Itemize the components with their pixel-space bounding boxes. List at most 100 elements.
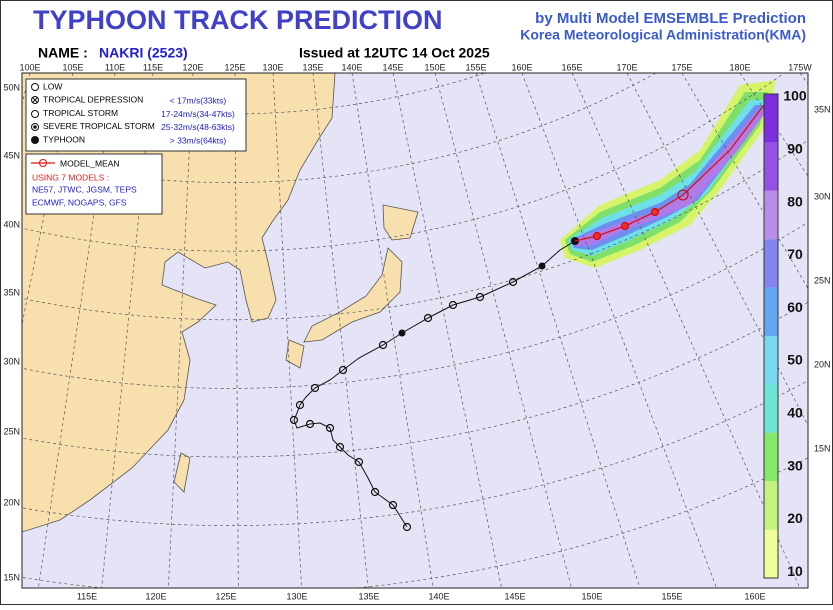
colorbar-segment [764, 529, 778, 578]
lon-label: 110E [105, 62, 125, 72]
lon-label: 120E [145, 591, 166, 601]
lon-label: 150E [581, 591, 602, 601]
colorbar-label: 30 [787, 457, 803, 473]
legend-box [25, 153, 163, 215]
legend-label: TYPHOON [43, 134, 85, 144]
lon-label: 180E [729, 62, 750, 72]
legend-symbol [39, 159, 47, 167]
member-track [293, 240, 576, 528]
legend-criterion: < 17m/s(33kts) [170, 96, 227, 106]
lon-label: 130E [286, 591, 307, 601]
track-symbols [289, 277, 518, 532]
lat-label: 15N [814, 443, 831, 453]
model-legend: MODEL_MEAN USING 7 MODELS : NE57, JTWC, … [25, 153, 163, 215]
lat-label: 40N [3, 219, 20, 229]
lon-label: 155E [661, 591, 682, 601]
lon-label: 135E [302, 62, 323, 72]
meridian [434, 73, 572, 588]
lat-label: 30N [3, 356, 20, 366]
lon-label: 175E [671, 62, 692, 72]
lat-label: 20N [814, 359, 831, 369]
parallel [22, 73, 657, 183]
prob-band [568, 100, 766, 256]
legend-label: LOW [43, 81, 62, 91]
meridian [626, 73, 808, 427]
legend-criterion: > 33m/s(64kts) [170, 135, 227, 145]
colorbar-segment [764, 481, 778, 530]
lat-label: 35N [814, 104, 831, 114]
legend-rows: LOW TROPICAL DEPRESSION < 17m/s(33kts) TROP… [43, 81, 235, 145]
meridian [521, 73, 717, 588]
models-list: NE57, JTWC, JGSM, TEPS [32, 184, 137, 194]
lat-label: 45N [3, 150, 20, 160]
meridian [101, 73, 154, 588]
lon-label: 120E [182, 62, 203, 72]
lon-label: 135E [358, 591, 379, 601]
colorbar-label: 50 [787, 352, 803, 368]
colorbar-segment [764, 190, 778, 240]
colorbar-border [763, 93, 779, 579]
colorbar-segment [764, 287, 778, 336]
lat-label: 30N [814, 191, 831, 201]
lon-label: 130E [262, 62, 283, 72]
lat-label: 35N [3, 287, 20, 297]
models-title: USING 7 MODELS : [32, 172, 109, 182]
colorbar-segment [764, 336, 778, 385]
colorbar-segment [764, 239, 778, 288]
colorbar: 100 90 80 70 60 50 40 30 20 10 [763, 88, 807, 579]
honshu [303, 247, 403, 343]
lon-label: 125E [215, 591, 236, 601]
subtitle: by Multi Model EMSEMBLE Prediction [535, 10, 806, 27]
model-mean-points [593, 189, 689, 240]
lon-label: 160E [511, 62, 532, 72]
lon-label: 115E [143, 62, 163, 72]
legend-criterion: 17-24m/s(34-47kts) [161, 109, 235, 119]
lon-label: 140E [341, 62, 362, 72]
legend-label: TROPICAL DEPRESSION [43, 95, 143, 105]
colorbar-segment [764, 94, 778, 143]
legend-box [25, 78, 247, 152]
legend-label: TROPICAL STORM [43, 108, 118, 118]
issued-time: Issued at 12UTC 14 Oct 2025 [299, 45, 490, 61]
colorbar-segment [764, 384, 778, 433]
lon-label: 145E [504, 591, 525, 601]
lon-label: 140E [428, 591, 449, 601]
legend-label: SEVERE TROPICAL STORM [43, 121, 155, 131]
probability-area [560, 80, 775, 268]
lon-label: 155E [465, 62, 486, 72]
lat-label: 25N [814, 275, 831, 285]
meridian [167, 73, 194, 588]
lon-label: 160E [744, 591, 765, 601]
colorbar-label: 70 [787, 246, 803, 262]
meridian [351, 73, 434, 588]
colorbar-label: 90 [787, 141, 803, 157]
colorbar-label: 80 [787, 193, 803, 209]
lon-label: 100E [19, 62, 40, 72]
lon-label: 115E [77, 591, 97, 601]
colorbar-label: 100 [783, 88, 807, 104]
top-lon-labels: 100E 105E 110E 115E 120E 125E 130E 135E 140E 145E… [19, 62, 812, 72]
lon-label: 125E [224, 62, 245, 72]
meridian [234, 73, 239, 588]
lon-label: 150E [424, 62, 445, 72]
meridian [272, 73, 302, 588]
lon-label: 175W [788, 62, 812, 72]
name-label: NAME : [38, 45, 88, 61]
models-list: ECMWF, NOGAPS, GFS [32, 197, 127, 207]
colorbar-label: 10 [787, 563, 803, 579]
colorbar-segment [764, 142, 778, 191]
lon-label: 145E [382, 62, 403, 72]
intensity-legend [25, 78, 247, 152]
colorbar-segment [764, 432, 778, 482]
map-border [21, 72, 809, 589]
colorbar-label: 40 [787, 405, 803, 421]
lat-label: 15N [3, 572, 20, 582]
lat-label: 50N [3, 82, 20, 92]
lat-label: 25N [3, 426, 20, 436]
lon-label: 165E [561, 62, 582, 72]
lon-label: 170E [616, 62, 637, 72]
meridian [475, 73, 641, 588]
legend-label: MODEL_MEAN [60, 158, 120, 168]
